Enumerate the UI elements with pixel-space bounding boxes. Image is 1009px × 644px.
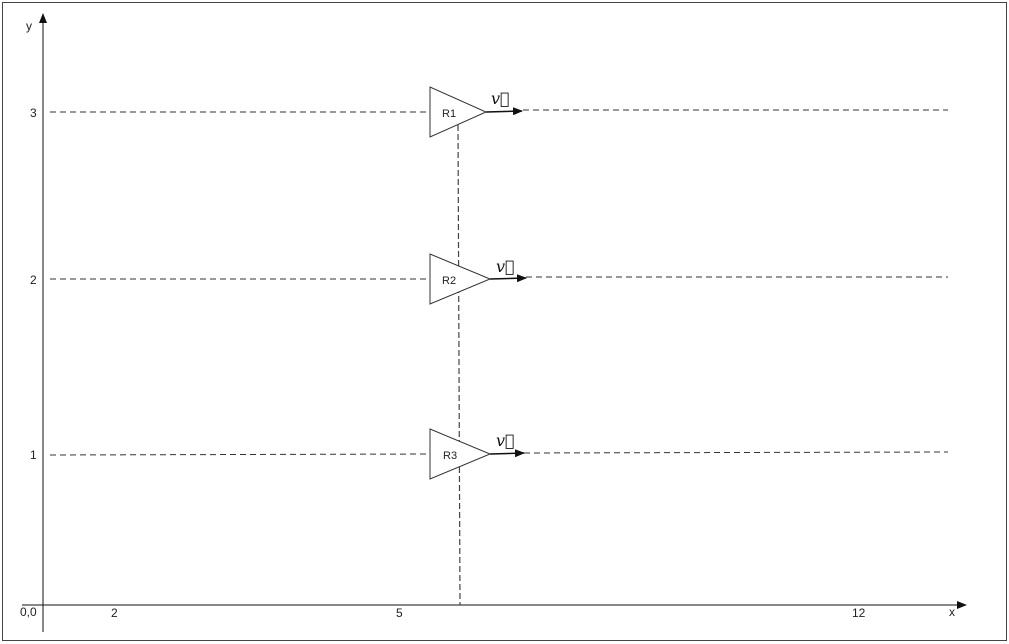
robot-row-r3: R3 v⃗ <box>49 428 949 480</box>
vertical-alignment-line <box>457 124 461 606</box>
origin-label: 0,0 <box>20 605 37 619</box>
velocity-arrow <box>489 274 527 283</box>
y-axis-label: y <box>26 19 32 33</box>
velocity-label: v⃗ <box>496 257 515 276</box>
robot-row-r1: R1 v⃗ <box>50 86 948 138</box>
robot-triangle <box>429 86 488 138</box>
y-tick-label: 1 <box>30 448 37 462</box>
velocity-arrow <box>489 449 525 458</box>
x-tick-label: 12 <box>852 606 866 620</box>
trajectory-line-right <box>523 451 949 454</box>
velocity-label: v⃗ <box>491 89 510 108</box>
velocity-arrow <box>485 107 523 116</box>
x-tick-label: 5 <box>396 606 403 620</box>
robot-triangle <box>429 428 492 480</box>
robot-triangle <box>429 253 492 305</box>
trajectory-line-left <box>49 453 431 456</box>
robot-label: R1 <box>442 108 456 120</box>
robot-row-r2: R2 v⃗ <box>50 253 948 305</box>
x-tick-label: 2 <box>111 606 118 620</box>
y-tick-label: 2 <box>30 273 37 287</box>
velocity-label: v⃗ <box>496 431 515 450</box>
y-tick-label: 3 <box>30 106 37 120</box>
robot-label: R3 <box>443 450 457 462</box>
x-axis-label: x <box>949 605 955 619</box>
robot-label: R2 <box>442 275 456 287</box>
